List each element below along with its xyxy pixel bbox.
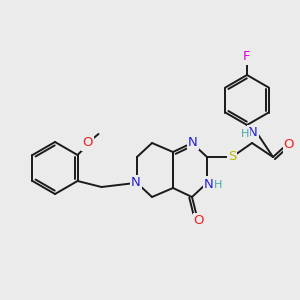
Text: N: N xyxy=(188,136,198,148)
Text: N: N xyxy=(248,127,258,140)
Text: O: O xyxy=(82,136,93,149)
Text: N: N xyxy=(204,178,214,190)
Text: H: H xyxy=(214,180,222,190)
Text: S: S xyxy=(228,151,236,164)
Text: O: O xyxy=(284,139,294,152)
Text: O: O xyxy=(194,214,204,227)
Text: F: F xyxy=(243,50,251,64)
Text: N: N xyxy=(131,176,141,190)
Text: H: H xyxy=(241,129,249,139)
